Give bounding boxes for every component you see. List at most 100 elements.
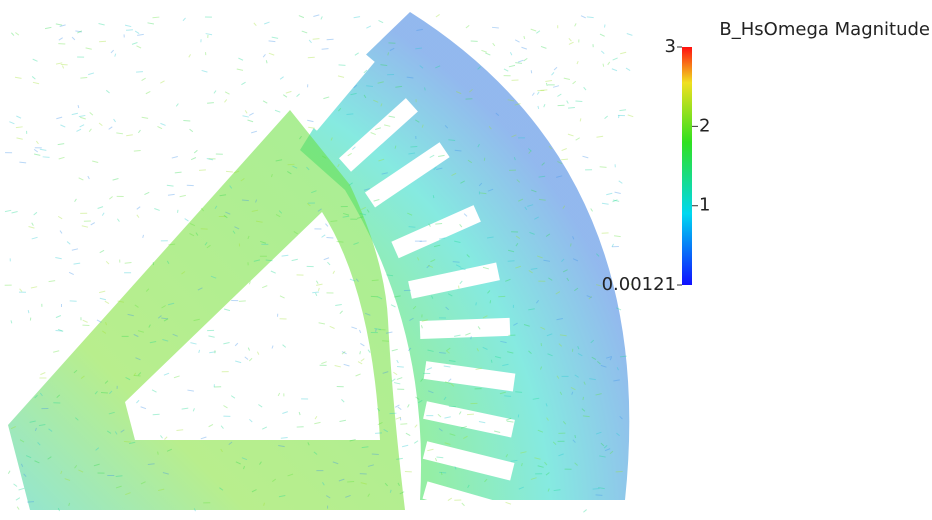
slot <box>423 401 515 438</box>
glyph <box>234 226 240 230</box>
glyph <box>574 462 578 466</box>
glyph <box>517 59 524 63</box>
glyph <box>349 439 356 442</box>
glyph <box>440 471 443 476</box>
glyph <box>414 424 418 428</box>
glyph <box>412 305 417 310</box>
glyph <box>513 322 518 326</box>
glyph <box>112 178 119 181</box>
glyph <box>298 15 305 19</box>
glyph <box>548 145 553 150</box>
glyph <box>94 390 98 395</box>
glyph <box>263 502 265 506</box>
glyph <box>430 259 436 263</box>
glyph <box>278 210 283 214</box>
glyph <box>435 65 441 69</box>
glyph <box>9 121 15 125</box>
glyph <box>251 130 258 134</box>
glyph <box>270 270 276 274</box>
colorbar-max-label: 3 <box>665 36 676 57</box>
glyph <box>459 280 463 285</box>
slot <box>338 98 418 172</box>
glyph <box>599 33 605 37</box>
glyph <box>181 407 189 410</box>
glyph <box>47 456 52 460</box>
glyph <box>613 235 621 238</box>
glyph <box>359 329 362 334</box>
glyph <box>195 232 199 236</box>
glyph <box>545 233 551 237</box>
glyph <box>337 163 340 168</box>
glyph <box>595 494 603 496</box>
glyph <box>378 20 384 24</box>
glyph <box>438 428 443 432</box>
glyph <box>396 366 404 368</box>
glyph <box>312 291 320 294</box>
glyph <box>604 24 606 28</box>
glyph <box>406 76 414 79</box>
glyph <box>73 369 78 374</box>
glyph <box>193 318 200 322</box>
glyph <box>566 277 570 282</box>
glyph <box>413 440 419 444</box>
glyph <box>248 357 253 362</box>
glyph <box>145 91 151 95</box>
glyph <box>588 295 593 300</box>
glyph <box>206 244 211 249</box>
glyph <box>332 461 339 465</box>
glyph <box>556 318 563 321</box>
glyph <box>192 408 195 412</box>
glyph <box>244 110 248 114</box>
glyph <box>456 91 462 95</box>
glyph <box>299 135 302 140</box>
glyph <box>147 22 155 25</box>
glyph <box>308 126 315 129</box>
glyph <box>149 340 157 344</box>
glyph <box>181 271 186 275</box>
glyph <box>136 399 140 404</box>
glyph <box>259 461 262 465</box>
glyph <box>136 206 141 210</box>
glyph <box>360 358 365 362</box>
glyph <box>135 357 141 361</box>
glyph <box>375 127 381 131</box>
glyph <box>572 439 576 443</box>
glyph <box>20 463 24 468</box>
glyph <box>421 124 424 128</box>
slots <box>303 50 516 520</box>
glyph <box>461 502 465 507</box>
glyph <box>523 35 526 40</box>
glyph <box>574 374 579 378</box>
glyph <box>467 484 470 489</box>
glyph <box>277 392 281 397</box>
glyph <box>513 156 516 161</box>
glyph <box>627 114 634 118</box>
glyph <box>78 114 86 118</box>
glyph <box>444 416 451 419</box>
glyph <box>607 61 611 66</box>
glyph <box>572 236 575 240</box>
glyph <box>134 30 140 34</box>
glyph <box>93 463 100 467</box>
glyph <box>363 94 367 99</box>
glyph <box>19 161 27 164</box>
glyph <box>514 102 521 106</box>
glyph <box>373 198 380 202</box>
glyph <box>160 122 166 126</box>
glyph <box>600 442 605 447</box>
glyph <box>382 371 389 374</box>
glyph <box>137 129 141 134</box>
glyph <box>133 372 137 377</box>
glyph <box>503 68 509 72</box>
glyph <box>225 211 231 215</box>
glyph <box>321 155 327 159</box>
glyph <box>197 287 203 291</box>
glyph <box>524 206 528 211</box>
glyph <box>282 94 288 98</box>
glyph <box>18 487 25 491</box>
glyph <box>534 216 539 220</box>
glyph <box>505 278 511 282</box>
glyph <box>264 21 270 25</box>
glyph <box>327 261 331 266</box>
glyph <box>611 68 618 72</box>
